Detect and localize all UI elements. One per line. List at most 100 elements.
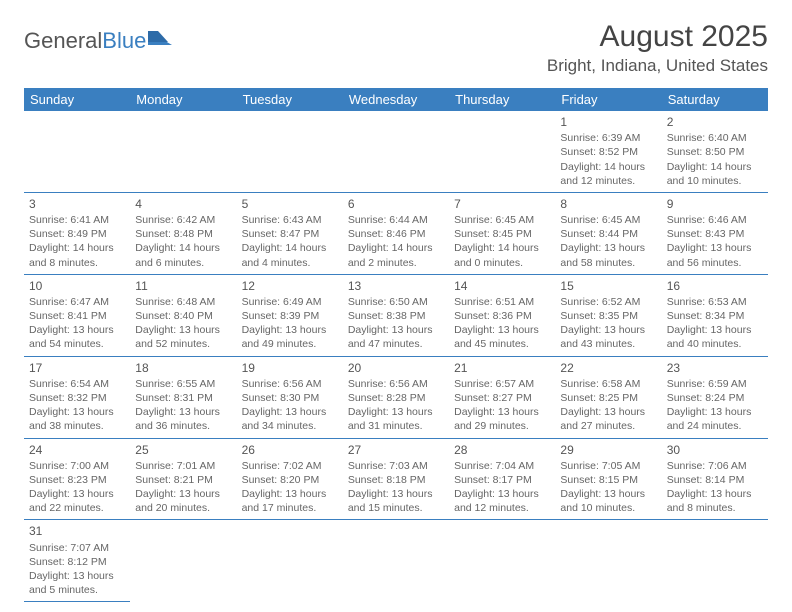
cell-day1: Daylight: 14 hours — [135, 241, 231, 255]
day-number: 7 — [454, 196, 550, 212]
calendar-cell: 9Sunrise: 6:46 AMSunset: 8:43 PMDaylight… — [662, 192, 768, 274]
cell-sunset: Sunset: 8:14 PM — [667, 473, 763, 487]
calendar-row: 1Sunrise: 6:39 AMSunset: 8:52 PMDaylight… — [24, 111, 768, 192]
cell-day2: and 24 minutes. — [667, 419, 763, 433]
cell-sunset: Sunset: 8:27 PM — [454, 391, 550, 405]
cell-sunset: Sunset: 8:36 PM — [454, 309, 550, 323]
calendar-cell — [130, 520, 236, 602]
calendar-cell: 12Sunrise: 6:49 AMSunset: 8:39 PMDayligh… — [237, 274, 343, 356]
cell-sunset: Sunset: 8:38 PM — [348, 309, 444, 323]
cell-sunrise: Sunrise: 6:50 AM — [348, 295, 444, 309]
cell-sunset: Sunset: 8:17 PM — [454, 473, 550, 487]
calendar-cell: 14Sunrise: 6:51 AMSunset: 8:36 PMDayligh… — [449, 274, 555, 356]
calendar-cell: 23Sunrise: 6:59 AMSunset: 8:24 PMDayligh… — [662, 356, 768, 438]
calendar-cell — [130, 111, 236, 192]
calendar-cell: 25Sunrise: 7:01 AMSunset: 8:21 PMDayligh… — [130, 438, 236, 520]
cell-day2: and 8 minutes. — [667, 501, 763, 515]
day-number: 14 — [454, 278, 550, 294]
cell-day1: Daylight: 14 hours — [667, 160, 763, 174]
cell-sunset: Sunset: 8:44 PM — [560, 227, 656, 241]
calendar-cell — [449, 520, 555, 602]
day-number: 4 — [135, 196, 231, 212]
calendar-cell: 15Sunrise: 6:52 AMSunset: 8:35 PMDayligh… — [555, 274, 661, 356]
weekday-header: Saturday — [662, 88, 768, 111]
weekday-header: Monday — [130, 88, 236, 111]
calendar-cell — [237, 111, 343, 192]
cell-sunrise: Sunrise: 6:52 AM — [560, 295, 656, 309]
cell-sunrise: Sunrise: 7:05 AM — [560, 459, 656, 473]
cell-day2: and 4 minutes. — [242, 256, 338, 270]
day-number: 27 — [348, 442, 444, 458]
cell-day2: and 43 minutes. — [560, 337, 656, 351]
day-number: 10 — [29, 278, 125, 294]
cell-sunrise: Sunrise: 6:59 AM — [667, 377, 763, 391]
cell-sunrise: Sunrise: 7:01 AM — [135, 459, 231, 473]
calendar-cell: 24Sunrise: 7:00 AMSunset: 8:23 PMDayligh… — [24, 438, 130, 520]
cell-day2: and 31 minutes. — [348, 419, 444, 433]
cell-day2: and 2 minutes. — [348, 256, 444, 270]
cell-day2: and 54 minutes. — [29, 337, 125, 351]
cell-day2: and 12 minutes. — [454, 501, 550, 515]
cell-sunset: Sunset: 8:49 PM — [29, 227, 125, 241]
weekday-header: Friday — [555, 88, 661, 111]
day-number: 28 — [454, 442, 550, 458]
cell-day1: Daylight: 13 hours — [29, 569, 125, 583]
cell-sunset: Sunset: 8:41 PM — [29, 309, 125, 323]
cell-day1: Daylight: 13 hours — [667, 241, 763, 255]
logo-text-2: Blue — [102, 28, 146, 54]
cell-day1: Daylight: 13 hours — [348, 405, 444, 419]
day-number: 5 — [242, 196, 338, 212]
cell-day1: Daylight: 13 hours — [560, 241, 656, 255]
calendar-cell — [555, 520, 661, 602]
calendar-cell: 4Sunrise: 6:42 AMSunset: 8:48 PMDaylight… — [130, 192, 236, 274]
cell-sunrise: Sunrise: 6:53 AM — [667, 295, 763, 309]
cell-day1: Daylight: 14 hours — [348, 241, 444, 255]
calendar-cell: 21Sunrise: 6:57 AMSunset: 8:27 PMDayligh… — [449, 356, 555, 438]
weekday-header-row: SundayMondayTuesdayWednesdayThursdayFrid… — [24, 88, 768, 111]
calendar-cell: 29Sunrise: 7:05 AMSunset: 8:15 PMDayligh… — [555, 438, 661, 520]
cell-sunrise: Sunrise: 6:54 AM — [29, 377, 125, 391]
cell-day2: and 58 minutes. — [560, 256, 656, 270]
location-text: Bright, Indiana, United States — [547, 56, 768, 76]
cell-sunrise: Sunrise: 6:43 AM — [242, 213, 338, 227]
cell-sunrise: Sunrise: 6:57 AM — [454, 377, 550, 391]
cell-day1: Daylight: 13 hours — [348, 487, 444, 501]
cell-day1: Daylight: 13 hours — [560, 487, 656, 501]
cell-day2: and 0 minutes. — [454, 256, 550, 270]
calendar-cell: 19Sunrise: 6:56 AMSunset: 8:30 PMDayligh… — [237, 356, 343, 438]
weekday-header: Sunday — [24, 88, 130, 111]
cell-day1: Daylight: 13 hours — [135, 487, 231, 501]
cell-sunrise: Sunrise: 6:49 AM — [242, 295, 338, 309]
calendar-cell: 3Sunrise: 6:41 AMSunset: 8:49 PMDaylight… — [24, 192, 130, 274]
calendar-cell — [237, 520, 343, 602]
cell-day2: and 10 minutes. — [560, 501, 656, 515]
cell-day1: Daylight: 13 hours — [348, 323, 444, 337]
day-number: 12 — [242, 278, 338, 294]
calendar-cell: 18Sunrise: 6:55 AMSunset: 8:31 PMDayligh… — [130, 356, 236, 438]
calendar-cell — [24, 111, 130, 192]
calendar-cell: 11Sunrise: 6:48 AMSunset: 8:40 PMDayligh… — [130, 274, 236, 356]
calendar-cell: 7Sunrise: 6:45 AMSunset: 8:45 PMDaylight… — [449, 192, 555, 274]
calendar-cell: 8Sunrise: 6:45 AMSunset: 8:44 PMDaylight… — [555, 192, 661, 274]
weekday-header: Tuesday — [237, 88, 343, 111]
cell-sunrise: Sunrise: 6:45 AM — [454, 213, 550, 227]
calendar-cell: 13Sunrise: 6:50 AMSunset: 8:38 PMDayligh… — [343, 274, 449, 356]
title-block: August 2025 Bright, Indiana, United Stat… — [547, 20, 768, 76]
calendar-cell — [343, 520, 449, 602]
cell-sunrise: Sunrise: 6:58 AM — [560, 377, 656, 391]
cell-sunrise: Sunrise: 6:47 AM — [29, 295, 125, 309]
cell-sunset: Sunset: 8:20 PM — [242, 473, 338, 487]
cell-day1: Daylight: 13 hours — [242, 405, 338, 419]
day-number: 21 — [454, 360, 550, 376]
calendar-row: 31Sunrise: 7:07 AMSunset: 8:12 PMDayligh… — [24, 520, 768, 602]
cell-sunset: Sunset: 8:35 PM — [560, 309, 656, 323]
cell-day2: and 52 minutes. — [135, 337, 231, 351]
day-number: 6 — [348, 196, 444, 212]
calendar-row: 10Sunrise: 6:47 AMSunset: 8:41 PM Dayligh… — [24, 274, 768, 356]
cell-sunset: Sunset: 8:12 PM — [29, 555, 125, 569]
calendar-cell: 10Sunrise: 6:47 AMSunset: 8:41 PMDayligh… — [24, 274, 130, 356]
cell-sunrise: Sunrise: 6:45 AM — [560, 213, 656, 227]
weekday-header: Thursday — [449, 88, 555, 111]
cell-sunset: Sunset: 8:50 PM — [667, 145, 763, 159]
weekday-header: Wednesday — [343, 88, 449, 111]
